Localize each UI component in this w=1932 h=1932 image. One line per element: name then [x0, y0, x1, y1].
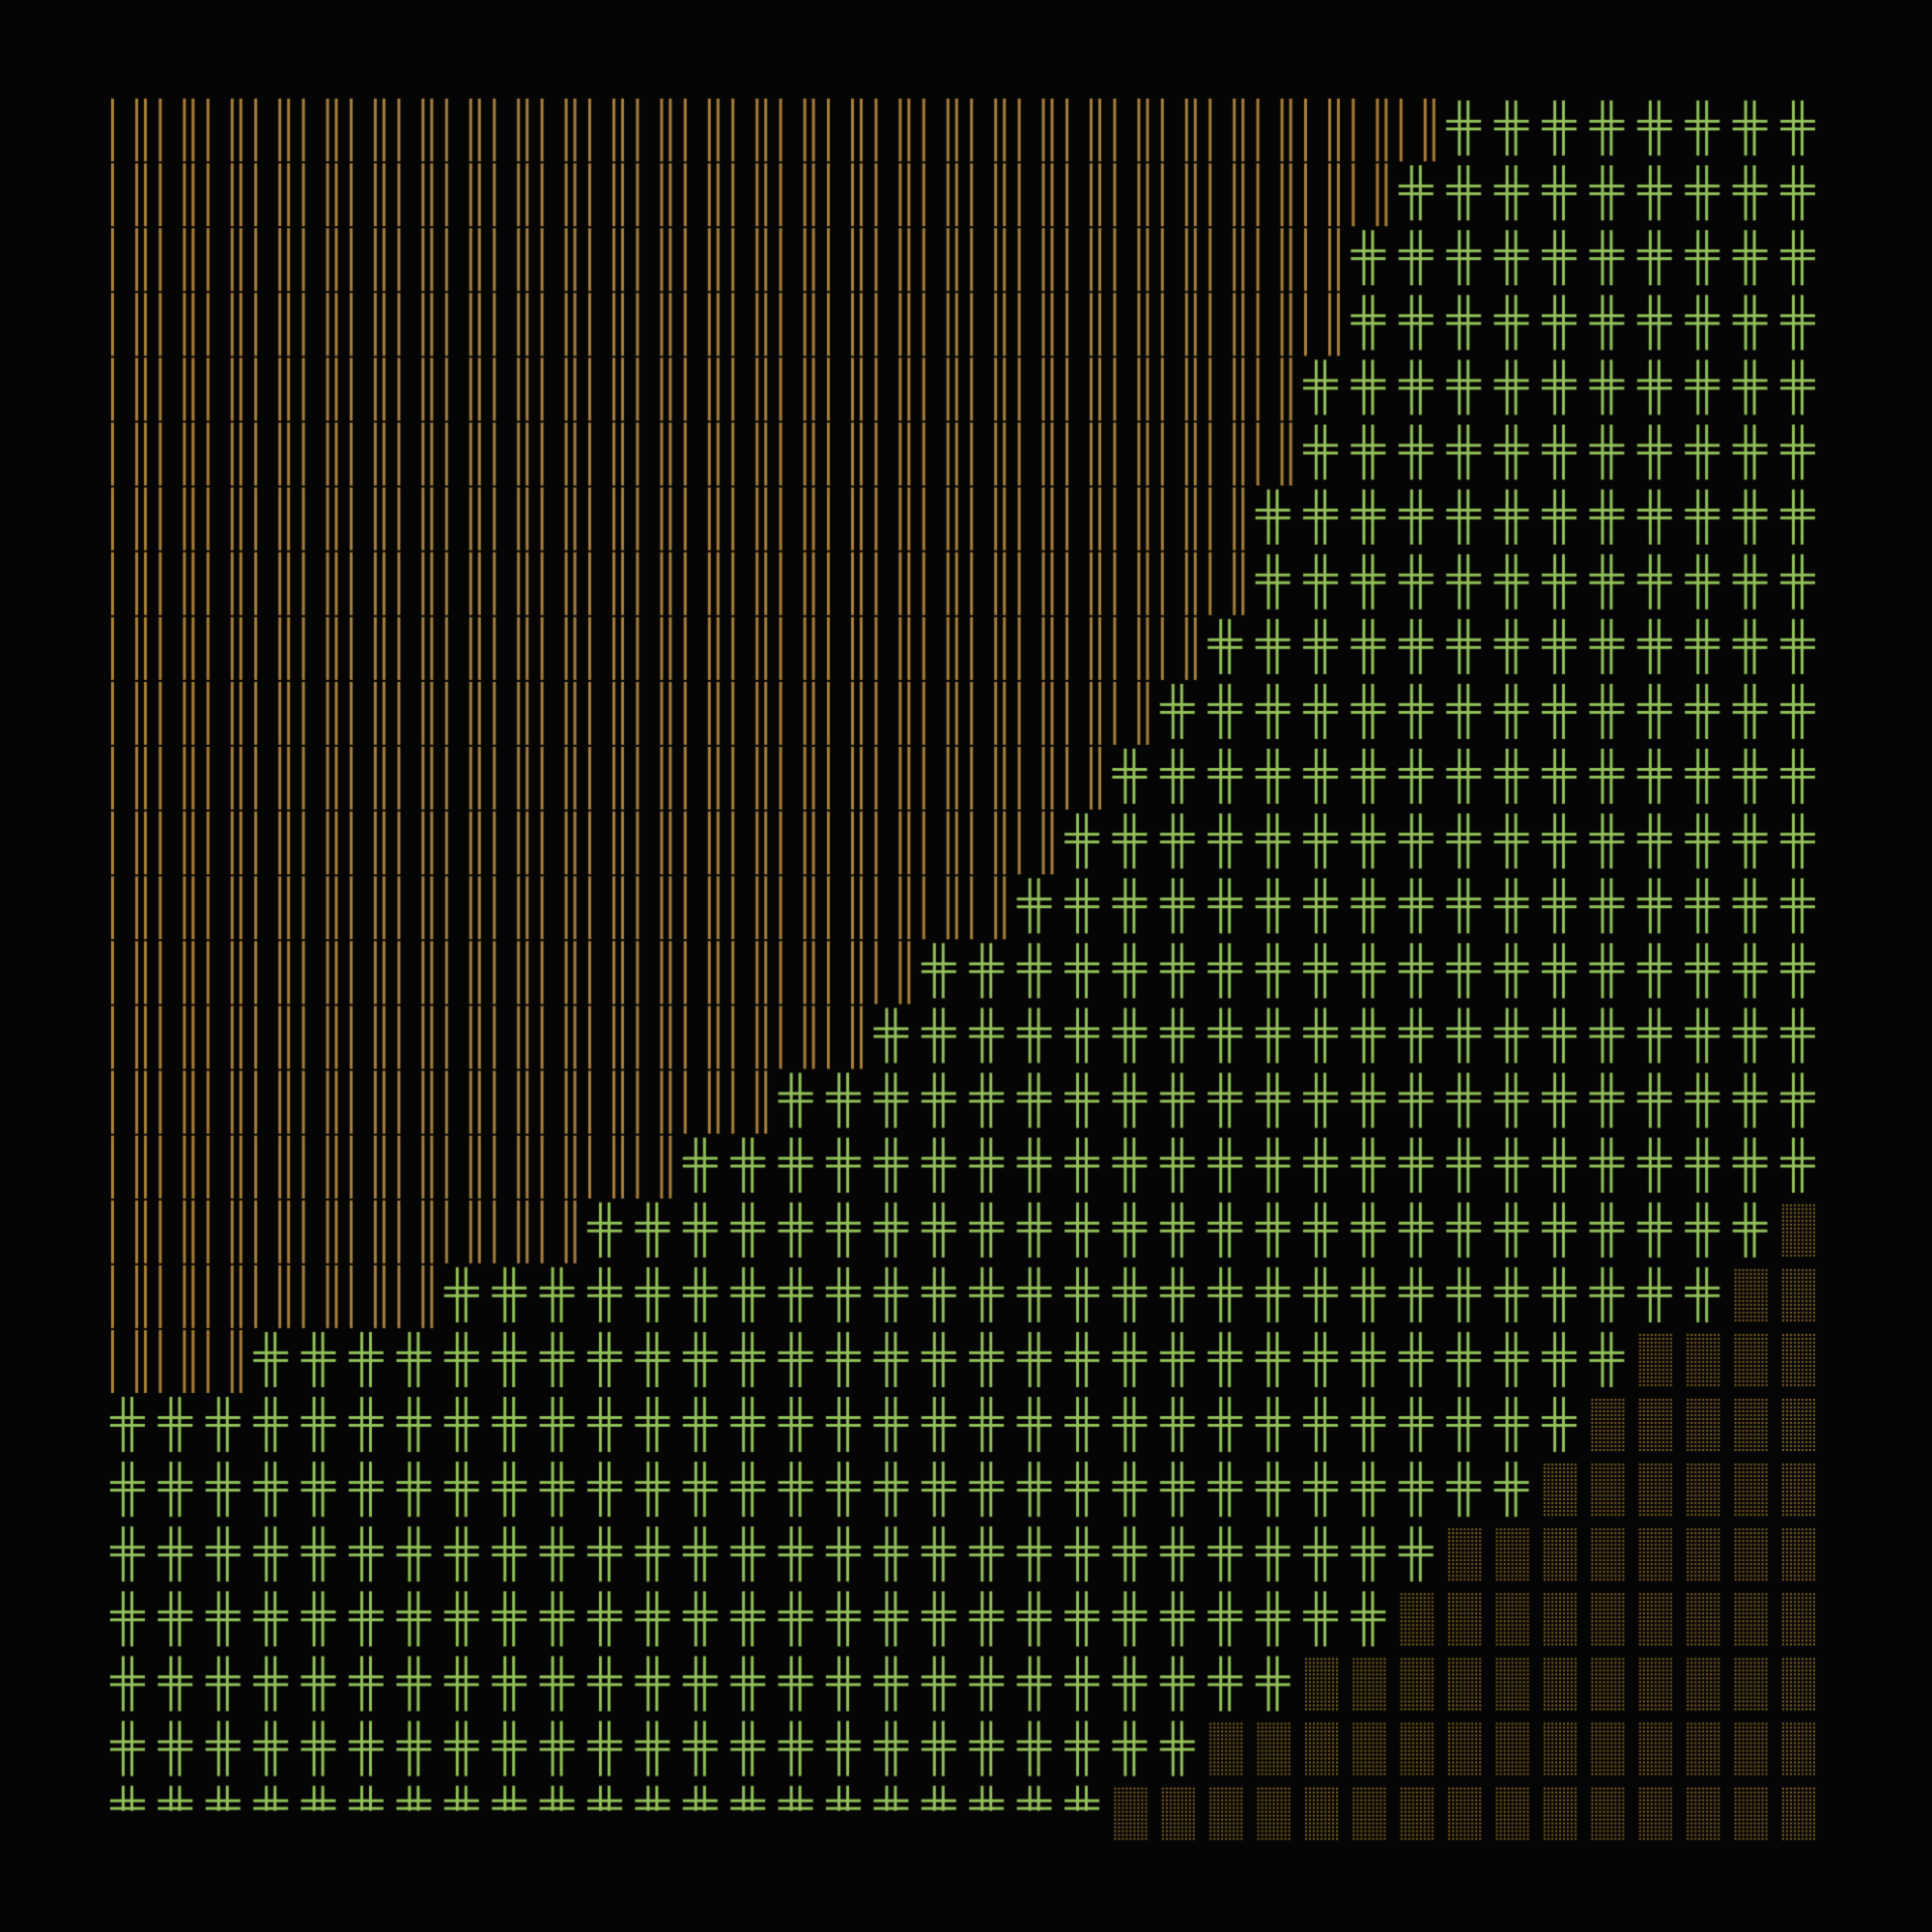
glyph-field: [0, 0, 1932, 1932]
ascii-art-canvas: [0, 0, 1932, 1932]
